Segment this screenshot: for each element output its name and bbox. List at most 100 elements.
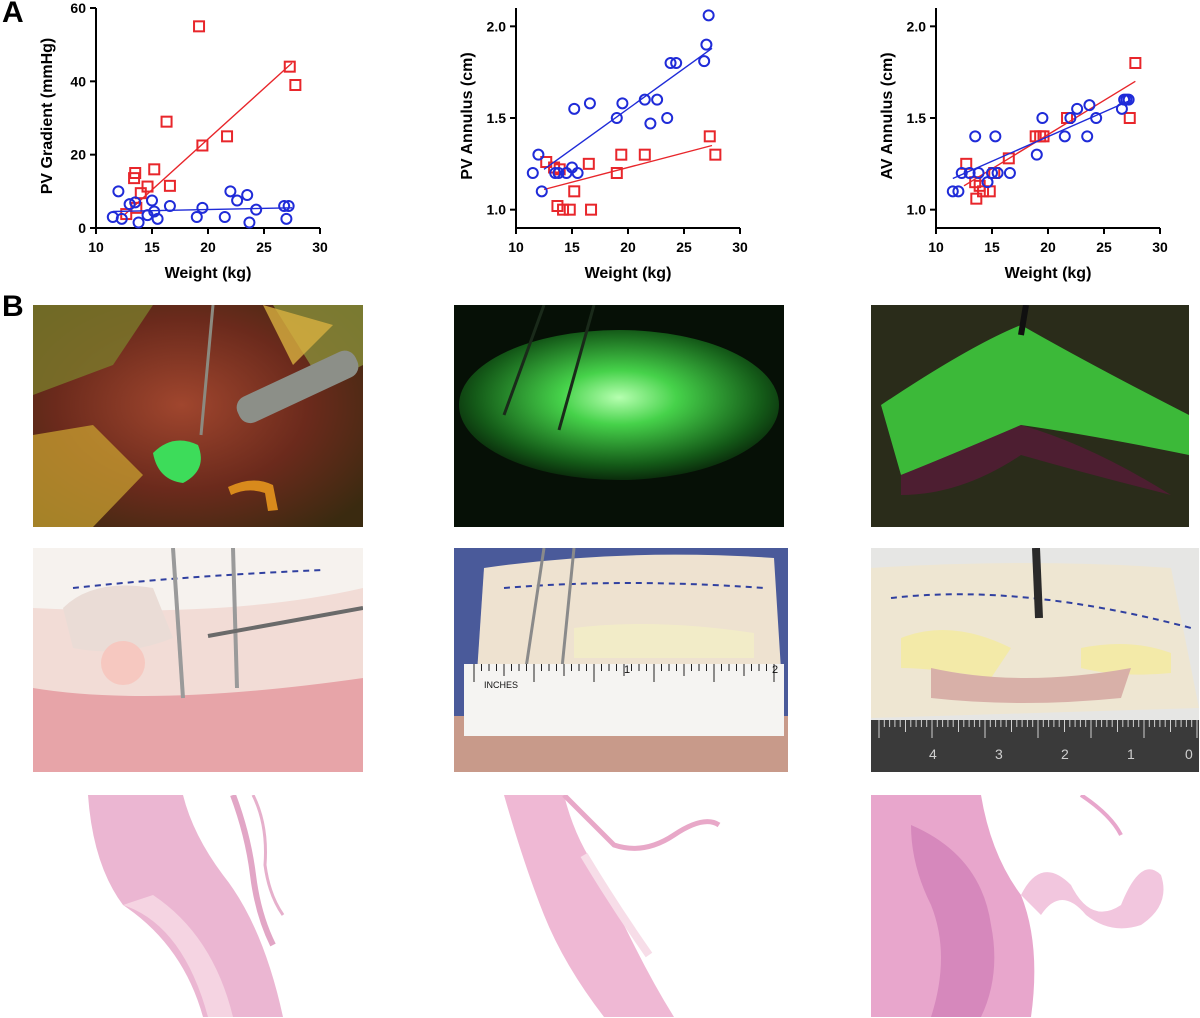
data-point-square — [557, 203, 570, 216]
data-point-circle — [986, 167, 998, 179]
data-point-circle — [651, 93, 664, 106]
data-point-circle — [231, 194, 244, 207]
series-blue-circles — [526, 9, 715, 198]
data-point-circle — [552, 167, 565, 179]
data-point-circle — [1036, 112, 1049, 124]
pv-annulus-chart: 10 15 20 25 30 1.0 1.5 2.0 Weight (kg) PV Annulus… — [459, 8, 748, 282]
av-annulus-chart: 10 15 20 25 30 1.0 1.5 2.0 Weight (kg) AV Annulus… — [879, 8, 1168, 282]
x-tick-label: 10 — [88, 239, 104, 255]
data-point-circle — [1058, 130, 1071, 143]
data-point-circle — [969, 130, 982, 143]
data-point-circle — [123, 198, 136, 211]
ruler-cm-number-1: 1 — [1127, 746, 1135, 762]
data-point-circle — [568, 102, 581, 115]
y-tick-label: 2.0 — [907, 18, 927, 34]
y-tick-label: 2.0 — [487, 18, 507, 34]
panel-a-label: A — [2, 0, 24, 29]
series-blue-circles — [946, 93, 1135, 198]
y-tick-label: 1.5 — [907, 110, 927, 126]
data-point-circle — [163, 200, 176, 212]
data-point-square — [163, 179, 176, 192]
data-point-circle — [282, 200, 295, 212]
data-point-circle — [250, 203, 263, 216]
data-point-circle — [1030, 148, 1043, 161]
series-red-squares — [120, 20, 302, 221]
data-point-circle — [700, 38, 713, 51]
data-point-circle — [146, 194, 158, 207]
histology-right — [871, 795, 1189, 1017]
data-point-circle — [583, 97, 596, 110]
x-tick-label: 10 — [928, 239, 944, 255]
data-point-square — [1123, 112, 1136, 124]
data-point-square — [160, 115, 173, 128]
x-tick-label: 25 — [256, 239, 272, 255]
ruler-number-2: 2 — [772, 664, 779, 676]
histology-left — [33, 795, 363, 1017]
histology-middle — [454, 795, 784, 1017]
data-point-circle — [224, 185, 237, 198]
data-point-circle — [989, 130, 1002, 143]
data-point-circle — [698, 55, 711, 68]
data-point-circle — [946, 185, 959, 198]
ruler-number-1: 1 — [624, 664, 631, 676]
data-point-circle — [670, 57, 683, 69]
ruler-cm-number-3: 3 — [995, 746, 1003, 762]
data-point-square — [638, 148, 651, 161]
x-tick-label: 15 — [564, 239, 580, 255]
regression-line — [543, 47, 713, 170]
data-point-circle — [610, 112, 623, 124]
data-point-square — [129, 167, 142, 179]
series-blue-circles — [106, 185, 295, 229]
data-point-square — [582, 157, 595, 170]
data-point-square — [148, 163, 161, 176]
x-tick-label: 30 — [312, 239, 328, 255]
data-point-circle — [112, 185, 125, 198]
data-point-circle — [243, 216, 256, 229]
data-point-circle — [532, 148, 545, 161]
data-point-circle — [549, 167, 562, 179]
data-point-circle — [1090, 112, 1103, 124]
data-point-circle — [278, 200, 291, 212]
data-point-square — [970, 192, 983, 205]
series-red-squares — [960, 57, 1142, 205]
data-point-circle — [952, 185, 965, 198]
gross-photo-ruler-inches: INCHES 1 2 — [454, 548, 788, 772]
regression-line — [112, 207, 293, 213]
data-point-circle — [151, 212, 164, 225]
data-point-circle — [991, 167, 1004, 179]
data-point-square — [289, 79, 302, 91]
series-red-squares — [540, 130, 722, 216]
x-tick-label: 25 — [676, 239, 692, 255]
data-point-square — [709, 148, 722, 161]
data-point-square — [196, 139, 209, 152]
regression-line — [952, 99, 1133, 180]
y-tick-label: 20 — [70, 147, 86, 163]
data-point-circle — [571, 167, 584, 179]
data-point-square — [130, 201, 143, 214]
y-tick-label: 1.0 — [907, 202, 927, 218]
data-point-square — [1129, 57, 1142, 69]
x-axis-label: Weight (kg) — [585, 265, 672, 282]
data-point-circle — [981, 176, 994, 189]
data-point-circle — [196, 201, 209, 214]
data-point-circle — [702, 9, 715, 22]
data-point-square — [193, 20, 206, 33]
fluorescence-photo-leaflet — [871, 305, 1189, 527]
data-point-circle — [1003, 167, 1016, 179]
data-point-circle — [280, 212, 293, 225]
ruler-cm-number-4: 4 — [929, 746, 937, 762]
fluorescence-photo-valve — [454, 305, 784, 527]
data-point-circle — [218, 211, 231, 223]
data-point-circle — [955, 167, 968, 179]
data-point-square — [977, 185, 990, 198]
gross-photo-left — [33, 548, 363, 772]
regression-line — [543, 144, 713, 191]
y-tick-label: 0 — [78, 220, 86, 236]
data-point-circle — [132, 216, 145, 229]
x-tick-label: 10 — [508, 239, 524, 255]
data-point-square — [585, 203, 598, 216]
y-axis-label: PV Annulus (cm) — [459, 52, 476, 179]
x-tick-label: 20 — [200, 239, 216, 255]
y-tick-label: 1.5 — [487, 110, 507, 126]
data-point-square — [568, 185, 581, 198]
